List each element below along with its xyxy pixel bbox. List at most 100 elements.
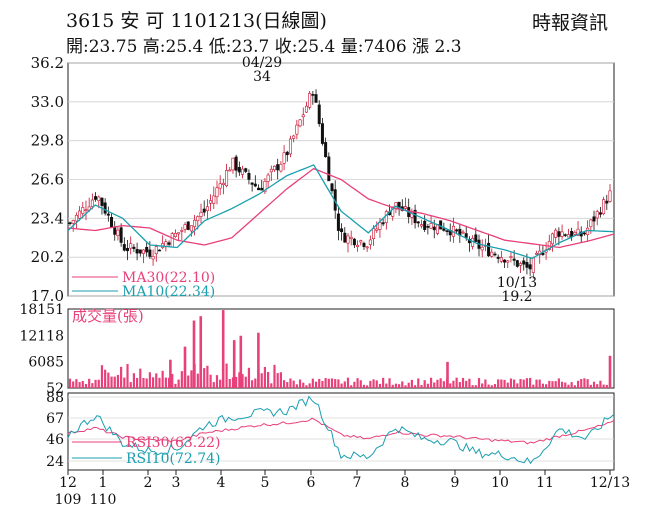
volume-bar [263, 367, 267, 388]
volume-bar [554, 381, 557, 388]
volume-bar [385, 383, 388, 388]
volume-bar [497, 379, 500, 388]
candle-body [503, 259, 507, 263]
candle-body [138, 249, 142, 254]
x-tick-label: 7 [353, 475, 362, 491]
volume-bar [398, 384, 401, 388]
volume-bar [180, 371, 183, 388]
volume-bar [270, 383, 273, 388]
volume-bar [276, 373, 279, 388]
volume-bar [503, 379, 506, 388]
candle-body [391, 206, 395, 217]
candle-body [598, 212, 602, 215]
volume-bar [382, 377, 385, 388]
x-tick-label: 12 [59, 475, 77, 491]
volume-bar [366, 385, 369, 388]
candle-body [151, 256, 155, 260]
volume-bar [142, 378, 145, 388]
candle-body [413, 209, 417, 224]
volume-bar [394, 383, 398, 388]
volume-bar [174, 383, 177, 388]
candle-body [522, 260, 526, 265]
volume-spike-bar [446, 361, 449, 388]
candle-body [320, 123, 324, 144]
candle-body [426, 226, 430, 228]
volume-bar [282, 380, 286, 388]
candle-body [301, 114, 305, 118]
candle-body [122, 244, 126, 251]
candle-body [509, 256, 513, 258]
candle-body [439, 220, 443, 230]
candle-body [576, 228, 580, 236]
candle-body [84, 209, 88, 212]
candle-body [535, 252, 539, 255]
volume-bar [110, 376, 113, 388]
candle-body [285, 151, 289, 156]
candle-body [573, 232, 577, 235]
volume-bar [541, 383, 544, 388]
candle-body [480, 246, 484, 251]
candle-body [554, 229, 558, 238]
volume-bar [132, 373, 136, 388]
volume-bar [286, 382, 289, 388]
volume-bar [295, 384, 298, 388]
volume-bar [324, 378, 327, 388]
ma-line-ma30 [67, 167, 615, 249]
x-tick-label: 1 [99, 475, 108, 491]
volume-bar [302, 382, 305, 388]
volume-bar [68, 378, 72, 388]
volume-bar [449, 383, 452, 388]
volume-bar [452, 380, 455, 388]
volume-bar [219, 379, 222, 388]
volume-bar [570, 382, 573, 388]
ma-line-ma10 [67, 164, 615, 260]
candle-body [148, 249, 152, 257]
volume-spike-bar [199, 316, 203, 388]
candle-body [260, 187, 264, 191]
candle-body [292, 135, 296, 139]
x-tick-label: 8 [401, 475, 410, 491]
volume-bar [455, 377, 458, 388]
candle-body [209, 200, 213, 204]
volume-bar [260, 373, 263, 388]
volume-bar [522, 379, 525, 388]
volume-bar [433, 382, 436, 388]
volume-bar [311, 378, 314, 388]
candle-body [541, 252, 545, 255]
volume-bar [560, 381, 564, 388]
candle-body [141, 249, 145, 254]
volume-bar [235, 376, 238, 388]
candle-body [135, 249, 139, 254]
volume-bar [413, 385, 417, 388]
volume-bar [305, 385, 308, 388]
volume-bar [592, 381, 596, 388]
volume-bar [94, 379, 97, 388]
candle-body [231, 157, 235, 171]
candle-body [311, 94, 315, 96]
candle-body [129, 243, 133, 249]
x-tick-label: 2 [144, 475, 153, 491]
candle-body [237, 167, 241, 173]
volume-bar [273, 364, 276, 388]
volume-bar [289, 378, 292, 388]
volume-bar [481, 383, 484, 388]
volume-bar [583, 378, 586, 388]
candle-body [68, 222, 72, 225]
x-tick-label: 4 [217, 475, 226, 491]
volume-bar [251, 380, 254, 388]
candle-body [189, 225, 193, 232]
candle-body [602, 199, 606, 215]
volume-bar [350, 385, 353, 388]
volume-bar [388, 378, 391, 388]
candle-body [113, 227, 117, 235]
candle-body [225, 170, 229, 187]
price-tick-label: 20.2 [31, 248, 64, 266]
candle-body [608, 190, 612, 202]
volume-bar [468, 378, 471, 388]
candle-body [442, 228, 446, 231]
candle-body [202, 208, 206, 213]
candle-body [423, 220, 427, 230]
candle-body [298, 119, 302, 127]
volume-bar [254, 378, 257, 388]
